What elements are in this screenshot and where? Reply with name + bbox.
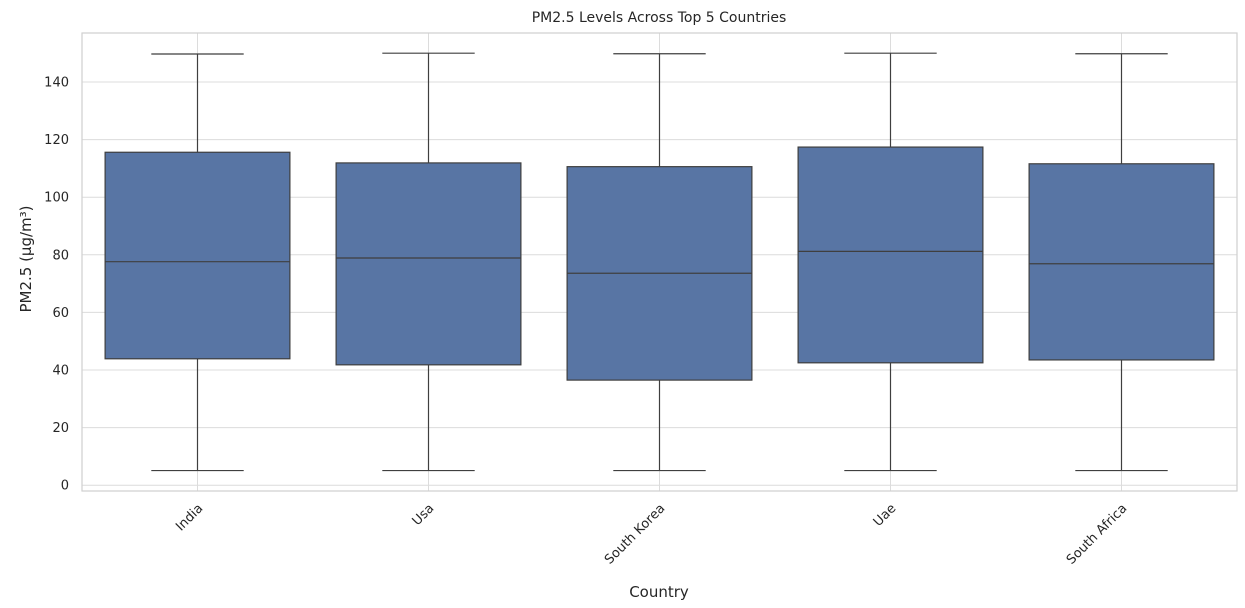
box-group-india — [104, 53, 291, 472]
iqr-box — [104, 151, 291, 360]
iqr-box — [335, 162, 522, 366]
y-tick-label: 60 — [52, 306, 69, 321]
y-tick-label: 140 — [44, 75, 69, 90]
y-tick-label: 20 — [52, 421, 69, 436]
box-group-south-africa — [1028, 53, 1215, 472]
iqr-box — [1028, 163, 1215, 361]
x-tick-label: South Africa — [1064, 501, 1130, 567]
y-tick-label: 40 — [52, 364, 69, 379]
x-axis-label: Country — [629, 583, 689, 601]
y-tick-label: 100 — [44, 191, 69, 206]
box-group-uae — [797, 52, 984, 472]
y-tick-label: 120 — [44, 133, 69, 148]
x-tick-label: Usa — [410, 501, 438, 529]
y-axis-label: PM2.5 (µg/m³) — [17, 205, 35, 312]
x-tick-label: India — [173, 501, 206, 534]
y-tick-label: 80 — [52, 248, 69, 263]
plot-frame — [81, 32, 1238, 492]
x-tick-label: South Korea — [602, 501, 668, 567]
box-group-usa — [335, 52, 522, 472]
y-tick-labels: 0 20 40 60 80 100 120 140 — [44, 75, 69, 493]
iqr-box — [797, 146, 984, 364]
x-tick-label: Uae — [871, 501, 900, 530]
box-series — [104, 52, 1215, 472]
chart-title: PM2.5 Levels Across Top 5 Countries — [532, 10, 787, 26]
x-tick-labels: India Usa South Korea Uae South Africa — [173, 501, 1130, 567]
box-group-south-korea — [566, 53, 753, 472]
y-tick-label: 0 — [61, 479, 69, 494]
